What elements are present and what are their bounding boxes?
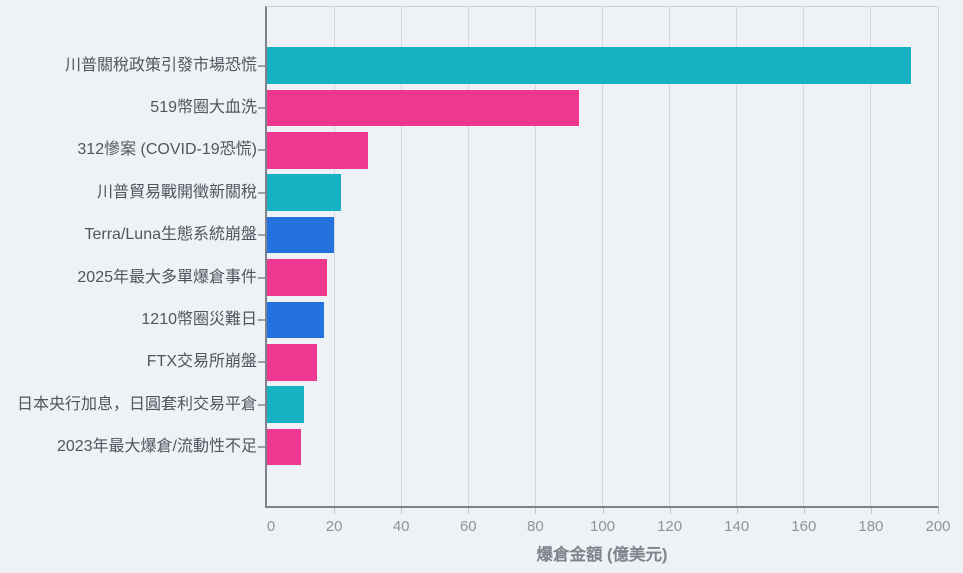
category-tick-mark (258, 234, 265, 237)
category-label: 川普關稅政策引發市場恐慌 (64, 56, 257, 74)
x-tick-label: 80 (527, 518, 544, 535)
category-tick-mark (258, 64, 265, 67)
x-tick-mark (401, 508, 403, 514)
category-label: 川普貿易戰開徵新關稅 (96, 183, 257, 201)
x-tick-mark (736, 508, 738, 514)
x-tick-label: 160 (791, 518, 817, 535)
x-tick-mark (803, 508, 805, 514)
category-label: Terra/Luna生態系統崩盤 (84, 226, 258, 244)
category-label: 2025年最大多單爆倉事件 (77, 268, 257, 286)
x-tick-label: 20 (325, 518, 343, 535)
category-tick-mark (258, 446, 265, 449)
gridline (467, 7, 469, 506)
x-tick-mark (334, 508, 336, 514)
gridline (400, 7, 402, 506)
category-tick-mark (258, 106, 265, 109)
x-tick-label: 100 (589, 518, 616, 535)
x-tick-mark (468, 508, 470, 514)
category-label: 2023年最大爆倉/流動性不足 (56, 438, 257, 456)
gridline (669, 7, 671, 506)
gridline (534, 7, 536, 506)
gridline (870, 7, 872, 506)
category-tick-mark (258, 361, 265, 364)
x-tick-label: 120 (657, 518, 683, 535)
bar-8[interactable] (267, 386, 304, 423)
category-label: 312慘案 (COVID-19恐慌) (77, 141, 257, 159)
x-tick-label: 60 (459, 518, 477, 535)
x-tick-mark (870, 508, 872, 514)
x-tick-label: 180 (858, 518, 884, 535)
bar-4[interactable] (267, 216, 335, 254)
category-label: 519幣圈大血洗 (150, 98, 257, 116)
plot-area (265, 6, 939, 508)
gridline (736, 7, 738, 506)
category-tick-mark (258, 276, 265, 279)
x-tick-label: 0 (266, 518, 276, 535)
bar-7[interactable] (267, 344, 318, 381)
category-tick-mark (258, 403, 265, 406)
category-label: 1210幣圈災難日 (141, 310, 257, 328)
plot-inner (267, 7, 938, 506)
x-tick-mark (938, 508, 939, 514)
x-axis-title: 爆倉金額 (億美元) (536, 546, 668, 564)
category-label: FTX交易所崩盤 (146, 353, 257, 371)
x-tick-label: 40 (392, 518, 410, 535)
x-tick-mark (602, 508, 604, 514)
category-label: 日本央行加息，日圓套利交易平倉 (16, 395, 257, 413)
category-tick-mark (258, 318, 265, 321)
bar-9[interactable] (267, 428, 301, 466)
bar-5[interactable] (267, 259, 328, 296)
bar-1[interactable] (267, 89, 579, 127)
bar-3[interactable] (267, 174, 341, 211)
category-tick-mark (258, 191, 265, 194)
x-tick-label: 200 (925, 518, 951, 535)
x-tick-label: 140 (724, 518, 750, 535)
category-tick-mark (258, 149, 265, 152)
gridline (602, 7, 603, 506)
bar-2[interactable] (267, 132, 368, 169)
bar-0[interactable] (267, 47, 912, 84)
x-tick-mark (669, 508, 671, 514)
gridline (803, 7, 805, 506)
bar-6[interactable] (267, 301, 325, 339)
x-tick-mark (535, 508, 537, 514)
gridline (333, 7, 335, 506)
